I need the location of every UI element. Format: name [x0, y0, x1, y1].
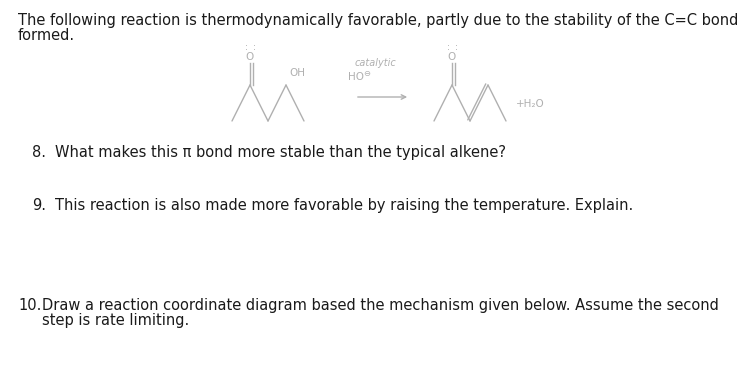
- Text: ·: ·: [447, 45, 450, 55]
- Text: formed.: formed.: [18, 28, 75, 43]
- Text: ·: ·: [244, 45, 247, 55]
- Text: ·: ·: [454, 41, 457, 51]
- Text: ·: ·: [244, 41, 247, 51]
- Text: O: O: [448, 52, 456, 62]
- Text: 10.: 10.: [18, 298, 41, 313]
- Text: +H₂O: +H₂O: [516, 99, 545, 109]
- Text: ⊖: ⊖: [363, 69, 370, 78]
- Text: The following reaction is thermodynamically favorable, partly due to the stabili: The following reaction is thermodynamica…: [18, 13, 738, 28]
- Text: Draw a reaction coordinate diagram based the mechanism given below. Assume the s: Draw a reaction coordinate diagram based…: [42, 298, 719, 313]
- Text: This reaction is also made more favorable by raising the temperature. Explain.: This reaction is also made more favorabl…: [55, 198, 633, 213]
- Text: catalytic: catalytic: [354, 58, 396, 68]
- Text: step is rate limiting.: step is rate limiting.: [42, 313, 189, 328]
- Text: ·: ·: [447, 41, 450, 51]
- Text: ·: ·: [252, 45, 255, 55]
- Text: ·: ·: [252, 41, 255, 51]
- Text: O: O: [246, 52, 254, 62]
- Text: ·: ·: [454, 45, 457, 55]
- Text: What makes this π bond more stable than the typical alkene?: What makes this π bond more stable than …: [55, 145, 506, 160]
- Text: OH: OH: [289, 68, 305, 78]
- Text: 9.: 9.: [32, 198, 46, 213]
- Text: 8.: 8.: [32, 145, 46, 160]
- Text: HO: HO: [348, 72, 364, 82]
